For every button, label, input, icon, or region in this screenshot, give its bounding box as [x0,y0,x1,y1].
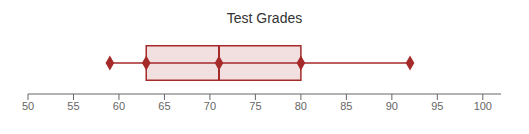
svg-text:65: 65 [158,100,170,112]
svg-text:80: 80 [295,100,307,112]
html-text:Test Grades: Test Grades [226,10,303,26]
svg-text:75: 75 [249,100,261,112]
svg-text:60: 60 [113,100,125,112]
svg-text:55: 55 [67,100,79,112]
svg-text:100: 100 [474,100,492,112]
svg-text:50: 50 [22,100,34,112]
svg-text:70: 70 [204,100,216,112]
svg-text:95: 95 [431,100,443,112]
svg-text:90: 90 [386,100,398,112]
svg-text:85: 85 [340,100,352,112]
